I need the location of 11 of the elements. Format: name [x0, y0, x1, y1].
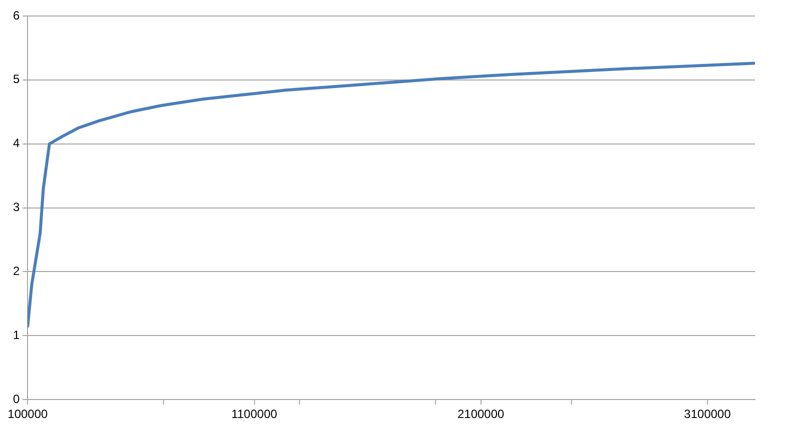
y-tick-label: 6: [12, 8, 20, 22]
y-tick-label: 0: [12, 392, 20, 406]
y-tick-label: 1: [12, 328, 20, 342]
x-tick-label: 1100000: [231, 407, 278, 422]
y-tick-label: 5: [12, 72, 20, 86]
y-tick-label: 4: [12, 136, 20, 150]
x-tick-label: 100000: [8, 407, 48, 422]
x-tick-label: 2100000: [457, 407, 505, 422]
x-tick-label: 3100000: [684, 407, 732, 422]
y-tick-label: 3: [12, 200, 20, 214]
y-tick-label: 2: [12, 264, 20, 278]
